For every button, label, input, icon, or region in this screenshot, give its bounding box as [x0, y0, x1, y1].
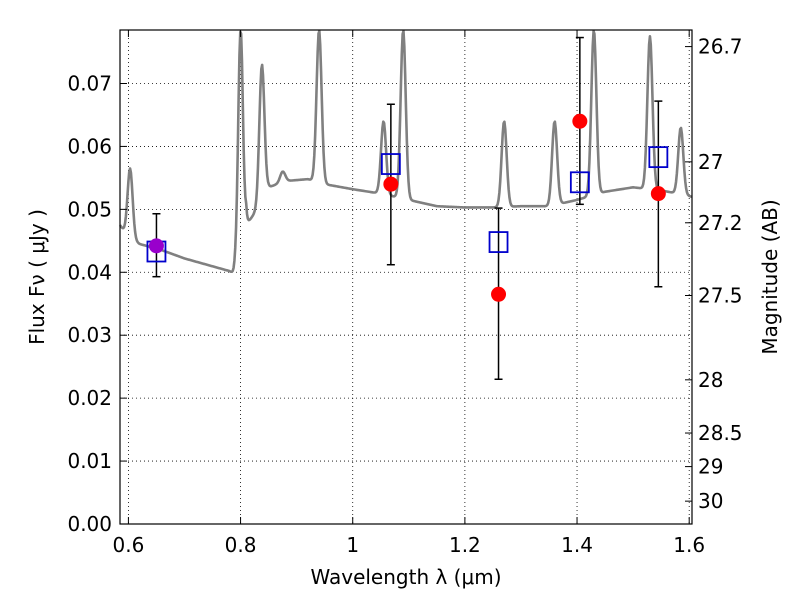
y2-tick-label: 27.5 — [698, 284, 743, 308]
model-spectrum-line — [118, 29, 693, 274]
x-tick-label: 1.6 — [673, 533, 705, 557]
x-tick-label: 1 — [346, 533, 359, 557]
y2-axis-label: Magnitude (AB) — [758, 199, 782, 354]
y2-tick-label: 26.7 — [698, 35, 743, 59]
y2-tick-label: 28.5 — [698, 421, 743, 445]
model-flux-square — [380, 153, 401, 175]
x-axis-ticks: 0.6 0.8 1 1.2 1.4 1.6 — [113, 30, 705, 557]
y-tick-label: 0.05 — [67, 197, 112, 221]
x-tick-label: 0.6 — [113, 533, 145, 557]
y-tick-label: 0.03 — [67, 323, 112, 347]
observed-flux-point — [572, 113, 588, 129]
y-tick-label: 0.07 — [67, 71, 112, 95]
x-axis-label: Wavelength λ (μm) — [310, 565, 501, 589]
model-flux-square — [569, 171, 590, 194]
model-flux-square — [648, 146, 669, 169]
observed-flux-point — [148, 238, 164, 254]
photometry-markers — [146, 113, 669, 302]
model-spectrum — [118, 29, 693, 274]
y-tick-label: 0.04 — [67, 260, 112, 284]
y-tick-label: 0.01 — [67, 449, 112, 473]
y-axis-label: Flux Fν ( μJy ) — [25, 209, 49, 345]
y2-tick-label: 30 — [698, 489, 723, 513]
y-tick-label: 0.06 — [67, 134, 112, 158]
y-tick-label: 0.02 — [67, 386, 112, 410]
x-tick-label: 1.4 — [561, 533, 593, 557]
y2-tick-label: 27.2 — [698, 211, 743, 235]
y-axis-ticks: 0.00 0.01 0.02 0.03 0.04 0.05 0.06 0.07 — [67, 71, 127, 536]
y-tick-label: 0.00 — [67, 512, 112, 536]
model-flux-square — [488, 231, 509, 253]
y2-axis-ticks: 26.7 27 27.2 27.5 28 28.5 29 30 — [685, 35, 743, 513]
x-tick-label: 1.2 — [449, 533, 481, 557]
x-tick-label: 0.8 — [225, 533, 257, 557]
observed-flux-point — [491, 286, 507, 302]
plot-frame — [119, 29, 693, 525]
observed-flux-point — [650, 186, 666, 202]
y2-tick-label: 29 — [698, 455, 723, 479]
y2-tick-label: 27 — [698, 150, 723, 174]
observed-flux-point — [383, 176, 399, 192]
y2-tick-label: 28 — [698, 368, 723, 392]
